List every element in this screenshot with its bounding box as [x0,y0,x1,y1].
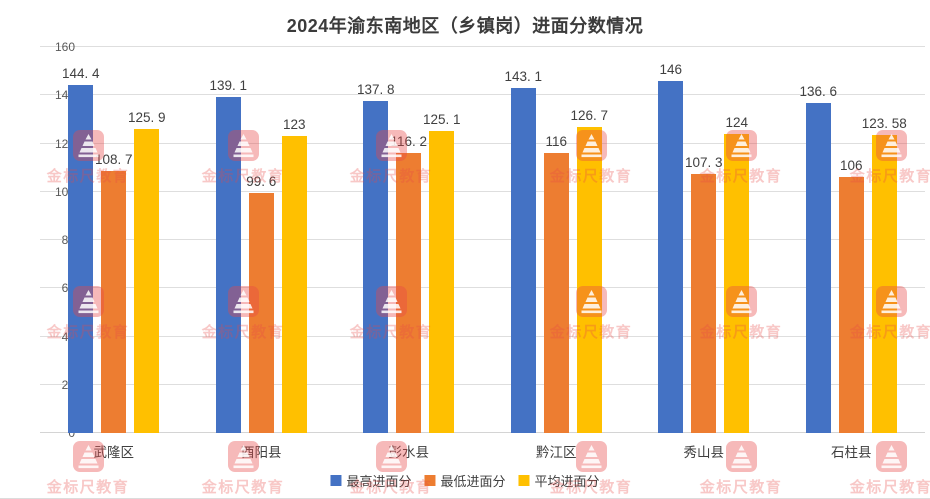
bar-value-label: 126. 7 [570,108,609,124]
x-axis-label: 石柱县 [830,445,872,460]
bar-value-label: 123 [282,117,306,133]
bar-value-label: 107. 3 [684,155,723,171]
bar-value-label: 116 [545,134,567,150]
gridline [40,335,925,337]
chart-title: 2024年渝东南地区（乡镇岗）进面分数情况 [286,16,644,36]
bar [429,131,455,433]
x-axis-label: 彭水县 [388,445,429,460]
legend-label: 最低进面分 [440,474,506,489]
legend-swatch [518,475,530,486]
bar-value-label: 143. 1 [504,68,543,84]
bar-group: 143. 1 116 126. 7 黔江区 [483,47,630,460]
bar-value-label: 137. 8 [356,81,395,97]
watermark-text: 金标尺教育 [46,479,130,496]
bar-value-label: 146 [659,61,682,77]
bar-value-label: 106 [839,158,863,174]
gridline [40,383,925,385]
gridline [40,239,925,240]
x-axis-label: 酉阳县 [240,445,282,460]
bar-group: 137. 8 116. 2 125. 1 彭水县 [335,47,482,460]
bar [805,103,831,433]
bar-value-label: 125. 9 [127,110,166,126]
bar [691,174,717,433]
bar-value-label: 139. 1 [209,78,247,94]
bar [871,134,897,433]
bar [281,136,307,433]
bar [68,84,94,433]
watermark-text: 金标尺教育 [849,479,930,496]
bar [396,152,422,433]
bar-value-label: 123. 58 [861,115,907,131]
legend-label: 平均进面分 [534,474,600,489]
bar-group: 144. 4 108. 7 125. 9 武隆区 [40,47,187,460]
bar [543,153,569,433]
bar [658,80,684,433]
bar [724,133,750,433]
x-axis-label: 秀山县 [683,445,724,460]
legend-swatch [424,475,436,486]
bar-value-label: 124 [725,114,748,130]
gridline [40,432,925,433]
legend-item: 平均进面分 [518,471,600,490]
bar [134,129,160,433]
bar-value-label: 99. 6 [246,173,277,189]
legend-swatch [330,475,342,486]
x-axis-label: 武隆区 [93,445,134,460]
legend-item: 最低进面分 [424,471,506,490]
watermark-text: 金标尺教育 [201,479,285,496]
bar [215,97,241,433]
x-axis-label: 黔江区 [535,445,577,460]
bar-value-label: 116. 2 [390,133,427,149]
bar [510,87,536,433]
gridline [40,287,925,289]
bar-value-label: 136. 6 [799,84,838,100]
bar [101,170,127,433]
bar-value-label: 108. 7 [94,151,133,167]
gridline [40,190,925,192]
bar-value-label: 125. 1 [422,112,461,128]
bar-group: 136. 6 106 123. 58 石柱县 [778,47,925,460]
gridline [40,46,925,47]
legend-item: 最高进面分 [330,471,411,490]
bar [363,100,389,433]
watermark-text: 金标尺教育 [699,479,783,496]
y-axis-tick-label: 0 [68,426,75,440]
legend-label: 最高进面分 [346,474,412,489]
bar [838,177,864,433]
bar-group: 139. 1 99. 6 123 酉阳县 [187,47,334,460]
bar [576,127,602,433]
legend: 最高进面分 最低进面分 平均进面分 [330,471,600,490]
gridline [40,94,925,96]
bar-group: 146 107. 3 124 秀山县 [630,47,777,460]
y-axis-tick-label: 160 [54,40,75,54]
gridline [40,142,925,144]
bar-value-label: 144. 4 [61,65,100,81]
bar [248,192,274,433]
